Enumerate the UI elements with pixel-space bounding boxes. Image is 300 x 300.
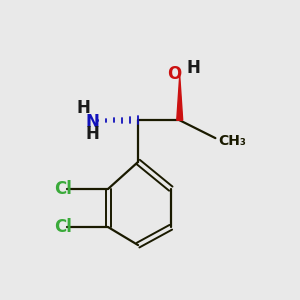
Text: H: H — [85, 125, 99, 143]
Text: N: N — [85, 113, 99, 131]
Text: H: H — [76, 99, 90, 117]
Text: CH₃: CH₃ — [218, 134, 246, 148]
Text: O: O — [167, 65, 181, 83]
Text: Cl: Cl — [54, 218, 72, 236]
Polygon shape — [177, 76, 183, 120]
Text: Cl: Cl — [54, 180, 72, 198]
Text: H: H — [186, 59, 200, 77]
